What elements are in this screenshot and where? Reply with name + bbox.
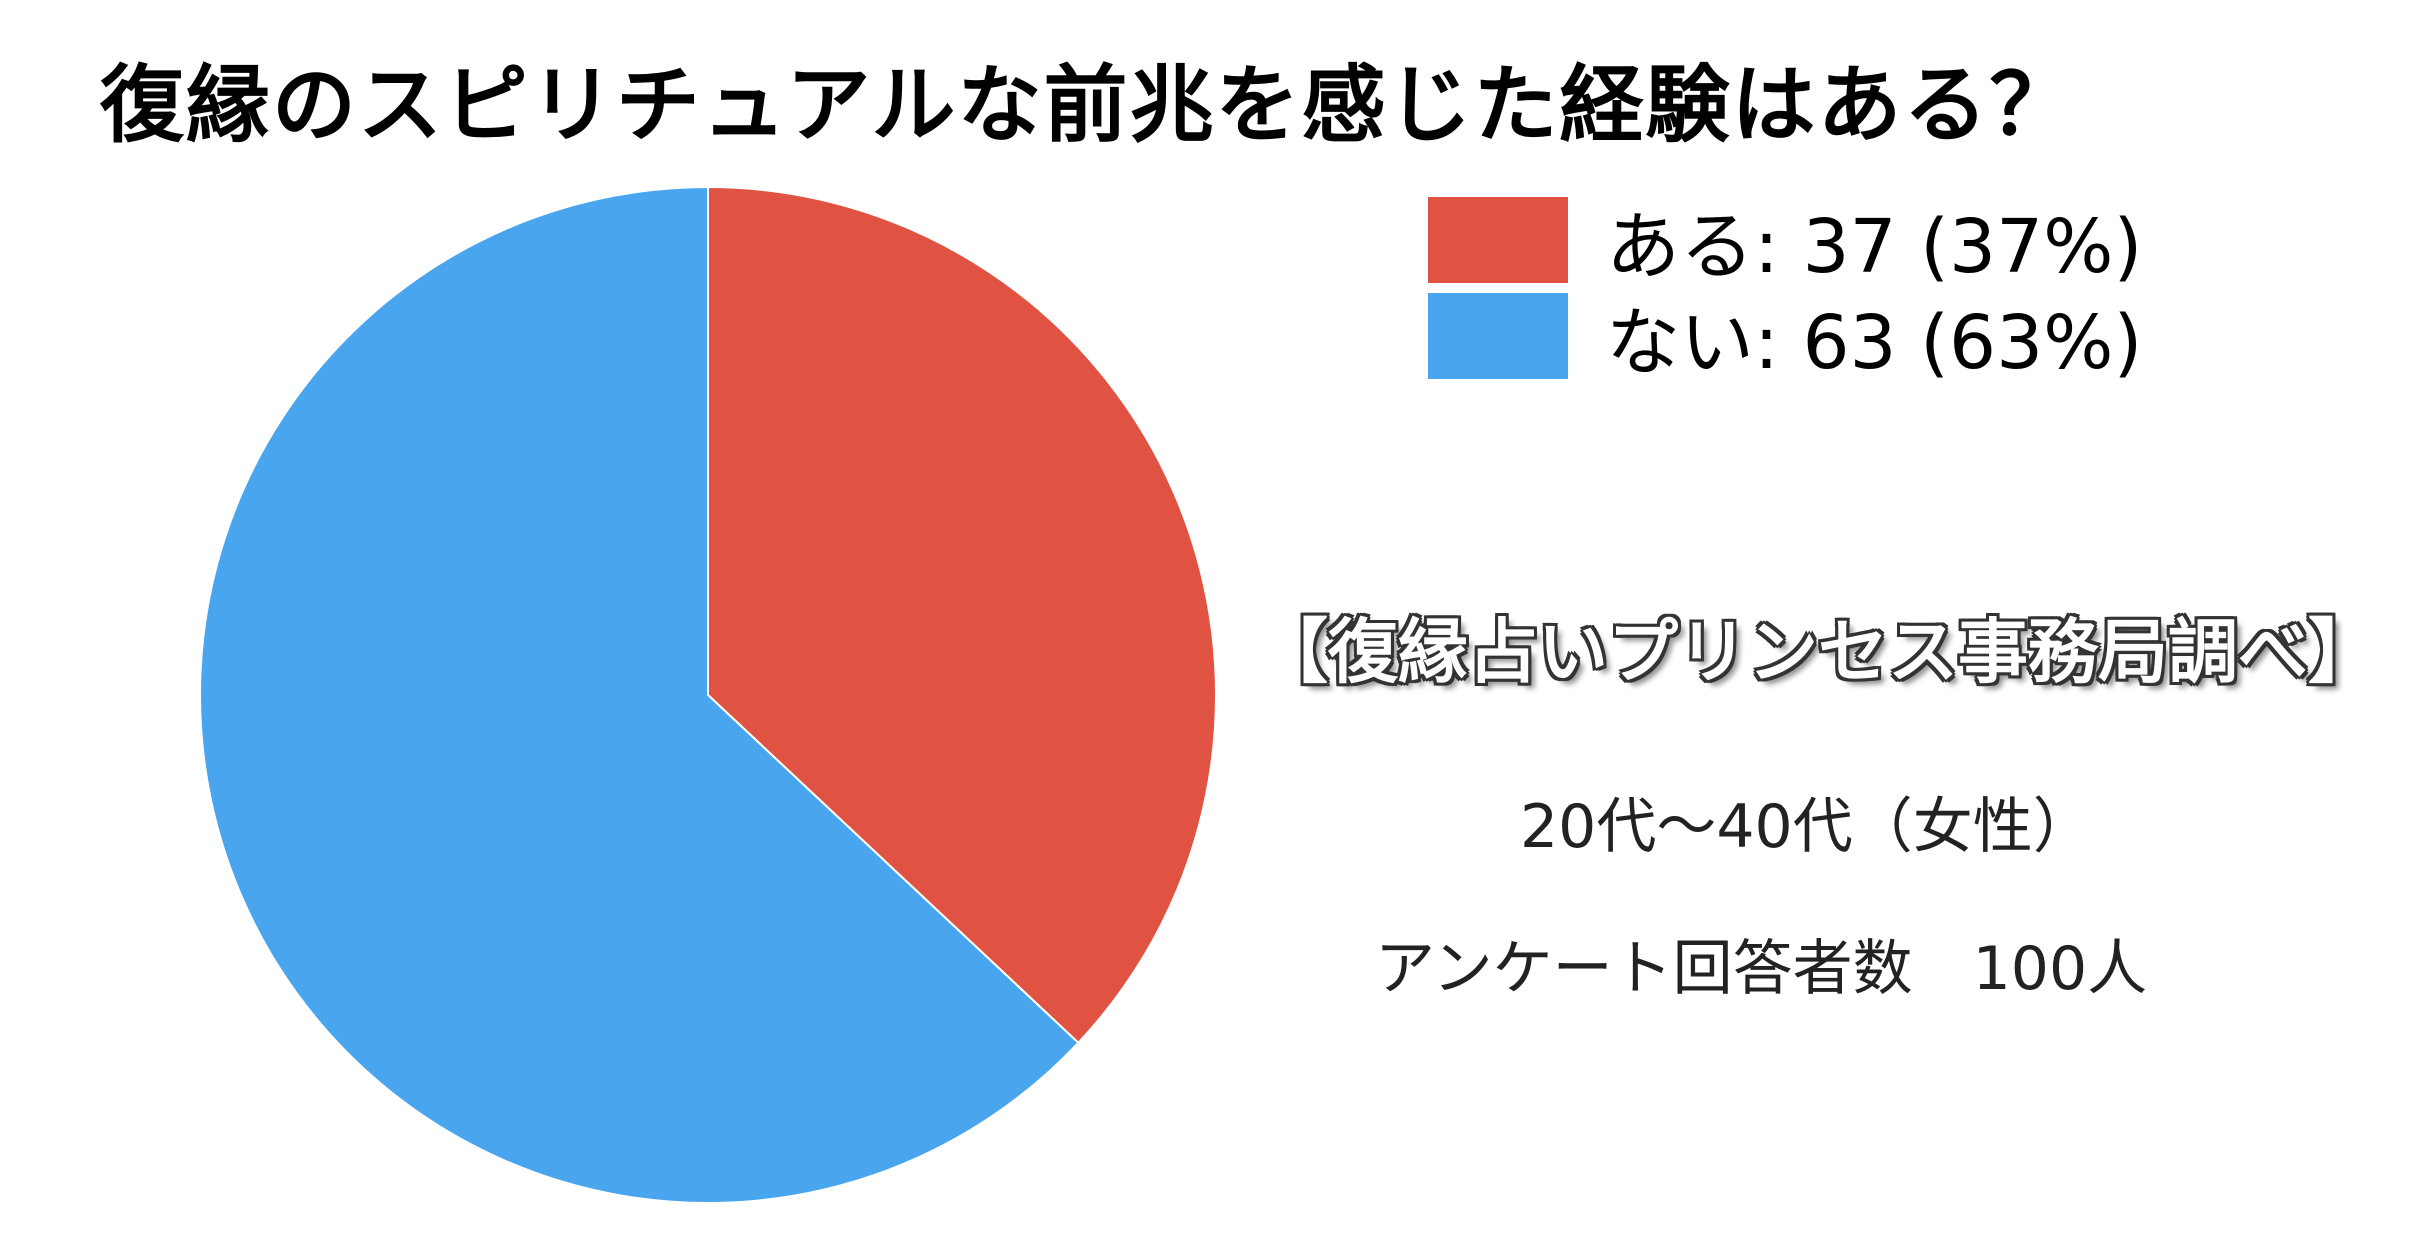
legend-item-nai: ない: 63 (63%) bbox=[1428, 288, 2142, 386]
demographic-note: 20代～40代（女性） bbox=[1520, 792, 2093, 862]
chart-title: 復縁のスピリチュアルな前兆を感じた経験はある？ bbox=[100, 56, 2076, 154]
legend-item-aru: ある: 37 (37%) bbox=[1428, 192, 2142, 290]
pie-slice-nai bbox=[199, 185, 1080, 1204]
source-note: 【復縁占いプリンセス事務局調べ】 bbox=[1258, 611, 2378, 693]
legend-swatch-nai bbox=[1428, 293, 1568, 379]
respondents-note: アンケート回答者数 100人 bbox=[1375, 934, 2148, 1004]
legend-label-aru: ある: 37 (37%) bbox=[1606, 203, 2143, 290]
pie-slice-aru bbox=[707, 185, 1217, 1045]
legend: ある: 37 (37%) ない: 63 (63%) bbox=[1428, 192, 2142, 386]
legend-label-nai: ない: 63 (63%) bbox=[1606, 299, 2143, 386]
legend-swatch-aru bbox=[1428, 197, 1568, 283]
